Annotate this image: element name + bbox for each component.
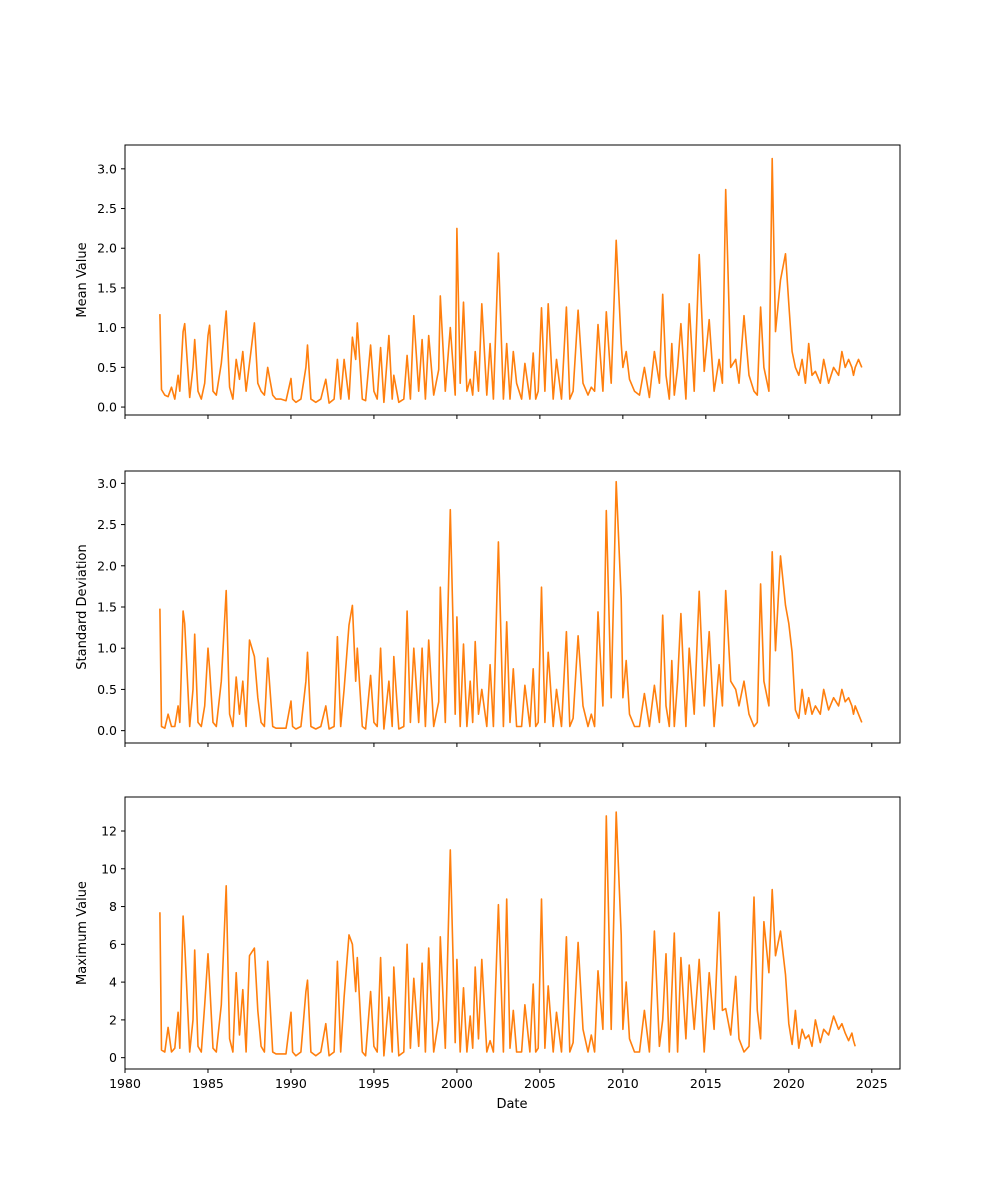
y-axis-ticks: 0.0 0.5 1.0 1.5 2.0 2.5 3.0 [97, 476, 125, 738]
x-tick-label: 2000 [441, 1076, 473, 1091]
y-axis-ticks: 0 2 4 6 8 10 12 [101, 824, 125, 1065]
y-tick-label: 2.5 [97, 201, 117, 216]
y-tick-label: 0.5 [97, 360, 117, 375]
panel-maximum-value: 0 2 4 6 8 10 12 1980 1985 1990 1995 2000 2005 2010 20… [75, 796, 901, 1091]
x-tick-label: 1985 [192, 1076, 224, 1091]
x-tick-label: 2020 [773, 1076, 805, 1091]
y-tick-label: 2 [109, 1012, 117, 1027]
y-axis-label: Standard Deviation [75, 544, 90, 669]
x-tick-label: 2025 [856, 1076, 888, 1091]
y-axis-ticks: 0.0 0.5 1.0 1.5 2.0 2.5 3.0 [97, 161, 125, 415]
x-axis-ticks [124, 415, 873, 419]
x-axis-ticks: 1980 1985 1990 1995 2000 2005 2010 2015 2020 2025 [109, 1069, 888, 1091]
y-tick-label: 1.5 [97, 280, 117, 295]
maximum-value-line [159, 811, 856, 1057]
y-tick-label: 2.0 [97, 558, 117, 573]
standard-deviation-line [159, 480, 863, 730]
y-tick-label: 12 [101, 824, 117, 839]
x-axis-ticks [124, 743, 873, 747]
x-tick-label: 2015 [690, 1076, 722, 1091]
axes-frame [124, 796, 901, 1070]
y-tick-label: 0.0 [97, 400, 117, 415]
x-tick-label: 2010 [607, 1076, 639, 1091]
x-axis-label: Date [496, 1097, 527, 1112]
y-tick-label: 1.5 [97, 600, 117, 615]
x-tick-label: 1980 [109, 1076, 141, 1091]
x-tick-label: 1995 [358, 1076, 390, 1091]
y-axis-label: Maximum Value [75, 881, 90, 985]
y-tick-label: 6 [109, 937, 117, 952]
y-tick-label: 2.5 [97, 517, 117, 532]
x-tick-label: 1990 [275, 1076, 307, 1091]
panel-standard-deviation: 0.0 0.5 1.0 1.5 2.0 2.5 3.0 Standard Deviation [75, 470, 901, 747]
y-tick-label: 0 [109, 1050, 117, 1065]
axes-frame [124, 144, 901, 416]
y-tick-label: 8 [109, 899, 117, 914]
y-tick-label: 10 [101, 861, 117, 876]
panel-mean-value: 0.0 0.5 1.0 1.5 2.0 2.5 3.0 Mean Value [75, 144, 901, 419]
y-tick-label: 3.0 [97, 476, 117, 491]
y-tick-label: 1.0 [97, 320, 117, 335]
x-tick-label: 2005 [524, 1076, 556, 1091]
mean-value-line [159, 157, 863, 404]
y-tick-label: 2.0 [97, 241, 117, 256]
y-tick-label: 0.5 [97, 682, 117, 697]
y-tick-label: 1.0 [97, 641, 117, 656]
y-tick-label: 0.0 [97, 723, 117, 738]
y-tick-label: 3.0 [97, 161, 117, 176]
y-axis-label: Mean Value [75, 242, 90, 317]
y-tick-label: 4 [109, 975, 117, 990]
